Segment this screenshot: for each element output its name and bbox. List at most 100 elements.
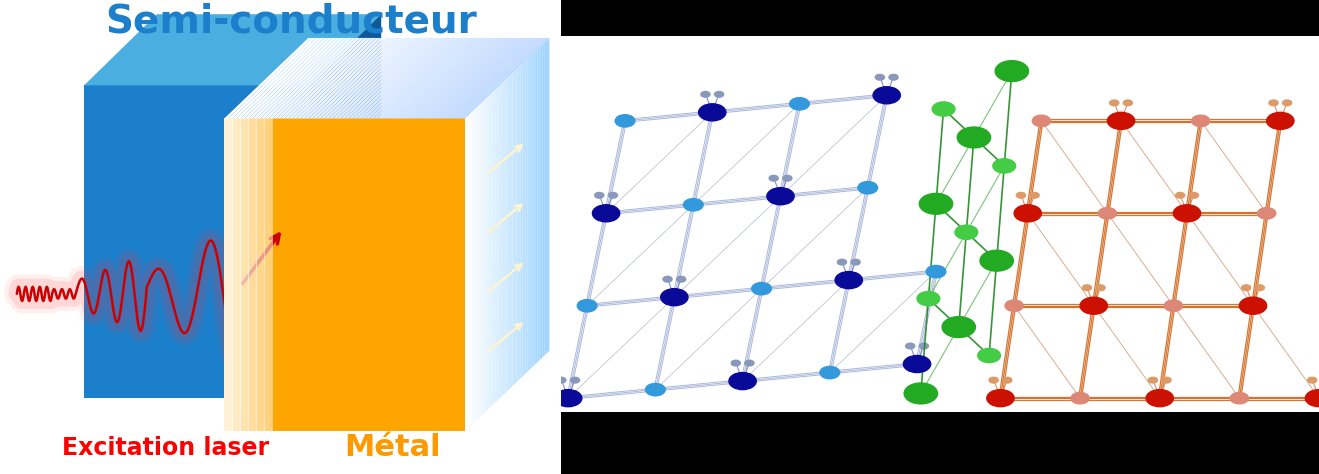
Polygon shape: [361, 38, 448, 118]
Polygon shape: [309, 14, 381, 398]
Circle shape: [699, 104, 725, 121]
Circle shape: [1282, 100, 1291, 106]
Polygon shape: [317, 38, 405, 118]
Polygon shape: [467, 115, 468, 430]
Circle shape: [608, 192, 617, 198]
Circle shape: [578, 300, 598, 312]
Polygon shape: [450, 38, 537, 118]
Polygon shape: [417, 38, 505, 118]
Circle shape: [917, 292, 939, 306]
Polygon shape: [496, 88, 497, 402]
Polygon shape: [260, 38, 348, 118]
Circle shape: [904, 383, 938, 404]
Polygon shape: [332, 38, 421, 118]
Polygon shape: [228, 38, 317, 118]
Polygon shape: [324, 38, 413, 118]
Polygon shape: [512, 72, 514, 386]
Polygon shape: [397, 38, 485, 118]
Polygon shape: [365, 38, 452, 118]
Polygon shape: [546, 39, 547, 354]
Circle shape: [1108, 112, 1134, 129]
Polygon shape: [385, 38, 474, 118]
Circle shape: [752, 283, 772, 295]
Polygon shape: [474, 109, 475, 423]
Circle shape: [977, 348, 1000, 363]
Polygon shape: [529, 55, 530, 370]
Polygon shape: [244, 38, 332, 118]
Polygon shape: [541, 45, 542, 359]
Circle shape: [958, 127, 991, 148]
Circle shape: [1269, 100, 1278, 106]
Circle shape: [645, 383, 665, 396]
Polygon shape: [491, 93, 492, 407]
Polygon shape: [429, 38, 517, 118]
Polygon shape: [425, 38, 513, 118]
Polygon shape: [526, 59, 528, 374]
Polygon shape: [522, 62, 524, 376]
Circle shape: [700, 91, 710, 97]
Circle shape: [906, 343, 915, 349]
Polygon shape: [505, 78, 508, 392]
Circle shape: [1307, 377, 1316, 383]
Polygon shape: [485, 98, 487, 412]
Circle shape: [1240, 297, 1266, 314]
Polygon shape: [264, 38, 352, 118]
Polygon shape: [256, 38, 344, 118]
Polygon shape: [462, 38, 550, 118]
Bar: [240, 118, 249, 431]
Polygon shape: [542, 43, 545, 357]
Circle shape: [1149, 377, 1158, 383]
Circle shape: [876, 74, 885, 80]
Polygon shape: [538, 47, 539, 362]
Polygon shape: [232, 38, 321, 118]
Polygon shape: [357, 38, 445, 118]
Polygon shape: [492, 91, 493, 406]
Polygon shape: [501, 83, 503, 398]
Polygon shape: [479, 104, 480, 419]
Circle shape: [1256, 285, 1265, 291]
Polygon shape: [393, 38, 481, 118]
Polygon shape: [499, 85, 501, 399]
Circle shape: [1257, 208, 1275, 219]
Polygon shape: [468, 114, 471, 428]
Circle shape: [570, 377, 579, 383]
Polygon shape: [458, 38, 545, 118]
Polygon shape: [516, 69, 517, 383]
Polygon shape: [528, 57, 529, 372]
Polygon shape: [484, 99, 485, 414]
Polygon shape: [373, 38, 460, 118]
Polygon shape: [530, 54, 533, 368]
Polygon shape: [381, 38, 470, 118]
Polygon shape: [277, 38, 364, 118]
Circle shape: [835, 272, 863, 289]
Circle shape: [1017, 192, 1025, 198]
Polygon shape: [524, 61, 526, 375]
Circle shape: [933, 102, 955, 116]
Polygon shape: [369, 38, 456, 118]
Polygon shape: [321, 38, 409, 118]
Circle shape: [955, 225, 977, 239]
Polygon shape: [409, 38, 497, 118]
Polygon shape: [344, 38, 433, 118]
Circle shape: [919, 193, 952, 214]
Circle shape: [904, 356, 931, 373]
Polygon shape: [301, 38, 389, 118]
Polygon shape: [477, 106, 479, 420]
Polygon shape: [289, 38, 377, 118]
Polygon shape: [285, 38, 372, 118]
Polygon shape: [281, 38, 368, 118]
Polygon shape: [269, 38, 356, 118]
Circle shape: [731, 360, 740, 366]
Polygon shape: [405, 38, 493, 118]
Circle shape: [1033, 115, 1050, 127]
Polygon shape: [508, 77, 509, 391]
Circle shape: [1071, 392, 1089, 404]
Polygon shape: [413, 38, 501, 118]
Circle shape: [995, 61, 1029, 82]
Circle shape: [1162, 377, 1171, 383]
Circle shape: [993, 159, 1016, 173]
Polygon shape: [483, 101, 484, 415]
Circle shape: [1014, 205, 1042, 222]
Text: Métal: Métal: [344, 433, 441, 463]
Circle shape: [1124, 100, 1133, 106]
